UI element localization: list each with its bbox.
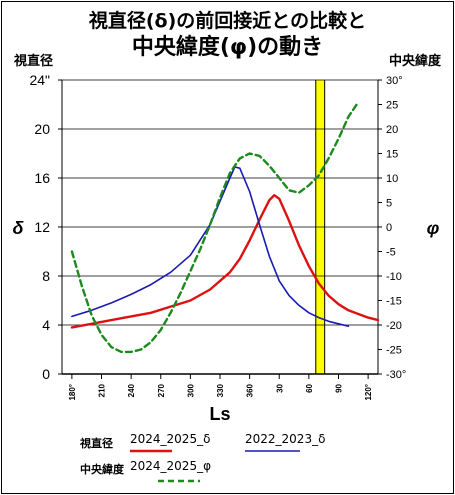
x-tick-label: 270 bbox=[157, 383, 166, 397]
x-axis-label: Ls bbox=[209, 404, 230, 424]
right-tick-label: 5 bbox=[386, 198, 392, 210]
right-tick-label: 0 bbox=[386, 222, 392, 234]
right-tick-label: -10 bbox=[386, 271, 402, 283]
left-tick-label: 8 bbox=[42, 268, 50, 284]
x-tick-label: 120° bbox=[364, 384, 373, 401]
x-tick-label: 240 bbox=[127, 383, 136, 397]
left-tick-label: 16 bbox=[34, 170, 50, 186]
left-tick-label: 0 bbox=[42, 366, 50, 382]
left-tick-label: 20 bbox=[34, 121, 50, 137]
x-tick-label: 180° bbox=[68, 384, 77, 401]
left-tick-label: 24" bbox=[29, 72, 50, 88]
left-axis-symbol: δ bbox=[13, 218, 25, 238]
series-line-2024_2025_δ bbox=[70, 193, 380, 329]
x-tick-label: 360 bbox=[246, 383, 255, 397]
x-tick-label: 30 bbox=[275, 383, 284, 392]
right-tick-label: 25 bbox=[386, 100, 398, 112]
right-tick-label: 15 bbox=[386, 149, 398, 161]
legend-item-2024-delta-label: 2024_2025_δ bbox=[130, 432, 210, 446]
legend-row2-label: 中央緯度 bbox=[80, 462, 125, 476]
x-tick-label: 90 bbox=[335, 383, 344, 392]
series-line-2024_2025_φ bbox=[70, 100, 360, 354]
left-axis-title: 視直径 bbox=[14, 54, 54, 69]
right-axis-symbol: φ bbox=[427, 218, 440, 238]
right-tick-label: 30° bbox=[386, 75, 403, 87]
chart-title-line2: 中央緯度(φ)の動き bbox=[131, 35, 324, 60]
chart-title-line1: 視直径(δ)の前回接近との比較と bbox=[88, 10, 367, 32]
legend-item-2024-phi-label: 2024_2025_φ bbox=[130, 459, 211, 473]
x-tick-label: 60 bbox=[305, 383, 314, 392]
right-tick-label: -30° bbox=[386, 369, 406, 381]
right-tick-label: 20 bbox=[386, 124, 398, 136]
legend-row1-label: 視直径 bbox=[79, 436, 113, 450]
right-tick-label: -20 bbox=[386, 320, 402, 332]
right-tick-label: -25 bbox=[386, 345, 402, 357]
right-tick-label: -5 bbox=[386, 247, 396, 259]
left-tick-label: 4 bbox=[42, 317, 50, 333]
x-tick-label: 210 bbox=[98, 383, 107, 397]
left-tick-label: 12 bbox=[34, 219, 50, 235]
right-tick-label: 10 bbox=[386, 173, 398, 185]
right-tick-label: -15 bbox=[386, 296, 402, 308]
series-line-2022_2023_δ bbox=[71, 166, 350, 328]
right-axis-title: 中央緯度 bbox=[388, 54, 441, 69]
x-tick-label: 330 bbox=[216, 383, 225, 397]
x-tick-label: 300 bbox=[186, 383, 195, 397]
legend-item-2022-delta-label: 2022_2023_δ bbox=[245, 432, 325, 446]
